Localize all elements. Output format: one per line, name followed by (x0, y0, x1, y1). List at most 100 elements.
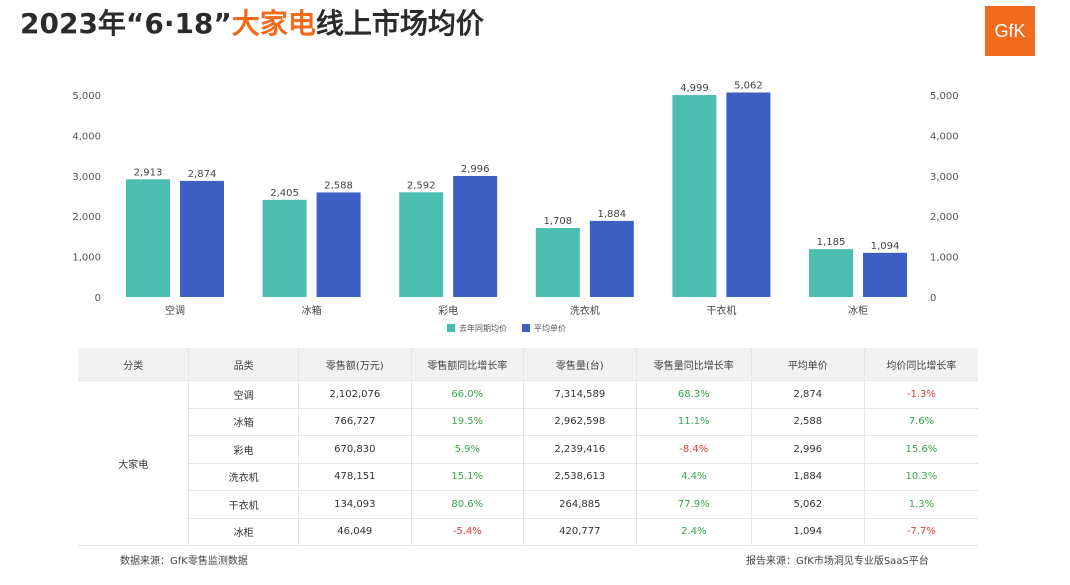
table-cell: 2,874 (751, 380, 865, 409)
y-tick-right-label: 1,000 (930, 253, 959, 264)
y-tick-right-label: 4,000 (930, 131, 959, 142)
column-header: 均价同比增长率 (864, 348, 978, 381)
table-header-row: 分类 品类 零售额(万元) 零售额同比增长率 零售量(台) 零售量同比增长率 平均单价 均价同… (78, 348, 978, 381)
bar-last-year (672, 95, 717, 297)
page-title: 2023年“6·18”大家电线上市场均价 (20, 2, 484, 42)
table-cell: 2,588 (751, 408, 865, 436)
bar-last-year (535, 227, 580, 297)
table-cell: -7.7% (864, 518, 978, 546)
x-tick-label: 干衣机 (706, 304, 736, 317)
table-cell: 空调 (188, 380, 299, 409)
table-cell: 19.5% (411, 408, 524, 436)
table-cell: 5,062 (751, 490, 865, 519)
column-header: 零售量同比增长率 (636, 348, 752, 381)
report-source: 报告来源：GfK市场洞见专业版SaaS平台 (746, 556, 929, 567)
table-cell: 2,538,613 (523, 463, 637, 491)
table-cell: 478,151 (298, 463, 412, 491)
legend-swatch (522, 324, 530, 332)
data-source: 数据来源：GfK零售监测数据 (120, 556, 248, 567)
table-cell: 冰柜 (188, 518, 299, 546)
table-cell: 670,830 (298, 435, 412, 464)
table-cell: 1,094 (751, 518, 865, 546)
table-row: 洗衣机 478,151 15.1% 2,538,613 4.4% 1,884 10.3% (78, 463, 978, 491)
table-cell: 15.6% (864, 435, 978, 464)
x-tick-label: 洗衣机 (570, 304, 600, 317)
column-header: 零售额同比增长率 (411, 348, 524, 381)
bar-data-label: 1,884 (597, 209, 626, 220)
y-tick-left-label: 5,000 (72, 91, 101, 102)
bar-avg-price (453, 175, 498, 297)
table-cell: 420,777 (523, 518, 637, 546)
group-cell: 大家电 (78, 380, 190, 546)
table-cell: 冰箱 (188, 408, 299, 436)
y-tick-right-label: 0 (930, 293, 936, 304)
table-row: 冰柜 46,049 -5.4% 420,777 2.4% 1,094 -7.7% (78, 518, 978, 546)
bar-data-label: 2,588 (324, 180, 353, 191)
table-cell: 68.3% (636, 380, 752, 409)
y-tick-right-label: 2,000 (930, 212, 959, 223)
x-tick-label: 彩电 (438, 304, 458, 317)
bar-data-label: 1,185 (817, 237, 846, 248)
table-cell: 2,102,076 (298, 380, 412, 409)
bar-last-year (126, 179, 170, 297)
column-header: 零售量(台) (523, 348, 637, 381)
bar-data-label: 2,996 (461, 164, 490, 175)
table-cell: 4.4% (636, 463, 752, 491)
table-cell: 77.9% (636, 490, 752, 519)
table-cell: 15.1% (411, 463, 524, 491)
bar-chart: 0 1,000 2,000 3,000 4,000 5,000 0 1,000 2,000 3,… (72, 80, 959, 333)
bars (126, 92, 907, 297)
legend: 去年同期均价 平均单价 (447, 323, 566, 333)
title-part1: 2023年“6·18” (20, 7, 232, 40)
table-cell: 2,996 (751, 435, 865, 464)
bar-data-label: 1,708 (543, 216, 572, 227)
bar-avg-price (726, 92, 771, 297)
bar-avg-price (316, 192, 361, 297)
table-row: 冰箱 766,727 19.5% 2,962,598 11.1% 2,588 7.6% (78, 408, 978, 436)
table-cell: 7,314,589 (523, 380, 637, 409)
legend-swatch (447, 324, 455, 332)
table-cell: 134,093 (298, 490, 412, 519)
bar-avg-price (180, 180, 224, 297)
x-tick-label: 冰箱 (302, 304, 322, 317)
table-cell: 766,727 (298, 408, 412, 436)
bar-data-label: 2,592 (407, 180, 436, 191)
bar-last-year (809, 249, 853, 297)
table-cell: 2,962,598 (523, 408, 637, 436)
table-cell: 7.6% (864, 408, 978, 436)
bar-data-label: 1,094 (871, 241, 900, 252)
legend-label: 去年同期均价 (459, 323, 507, 333)
x-tick-label: 空调 (165, 304, 185, 317)
table-cell: 10.3% (864, 463, 978, 491)
bar-data-label: 2,913 (134, 167, 163, 178)
table-row: 大家电 空调 2,102,076 66.0% 7,314,589 68.3% 2,874 -1… (78, 380, 978, 546)
y-tick-left-label: 4,000 (72, 131, 101, 142)
table-cell: 80.6% (411, 490, 524, 519)
table-cell: 66.0% (411, 380, 524, 409)
bar-avg-price (589, 220, 634, 297)
title-part2: 线上市场均价 (315, 7, 484, 40)
y-axis-left: 0 1,000 2,000 3,000 4,000 5,000 (72, 91, 101, 304)
table-cell: 1,884 (751, 463, 865, 491)
table-cell: 2,239,416 (523, 435, 637, 464)
legend-label: 平均单价 (534, 323, 566, 333)
column-header: 平均单价 (751, 348, 865, 381)
y-tick-right-label: 5,000 (930, 91, 959, 102)
table-cell: 11.1% (636, 408, 752, 436)
table-cell: 洗衣机 (188, 463, 299, 491)
table-cell: 46,049 (298, 518, 412, 546)
table-cell: 干衣机 (188, 490, 299, 519)
table-cell: -5.4% (411, 518, 524, 546)
bar-data-label: 4,999 (680, 83, 709, 94)
table-cell: 彩电 (188, 435, 299, 464)
y-tick-left-label: 3,000 (72, 172, 101, 183)
bar-labels: 2,913 2,874 2,405 2,588 2,592 2,996 1,708 1,884… (134, 80, 900, 251)
bar-last-year (399, 192, 444, 297)
table-cell: 264,885 (523, 490, 637, 519)
table-cell: 2.4% (636, 518, 752, 546)
y-tick-left-label: 1,000 (72, 253, 101, 264)
bar-avg-price (863, 252, 907, 297)
y-tick-left-label: 2,000 (72, 212, 101, 223)
table-cell: 1.3% (864, 490, 978, 519)
y-axis-right: 0 1,000 2,000 3,000 4,000 5,000 (930, 91, 959, 304)
